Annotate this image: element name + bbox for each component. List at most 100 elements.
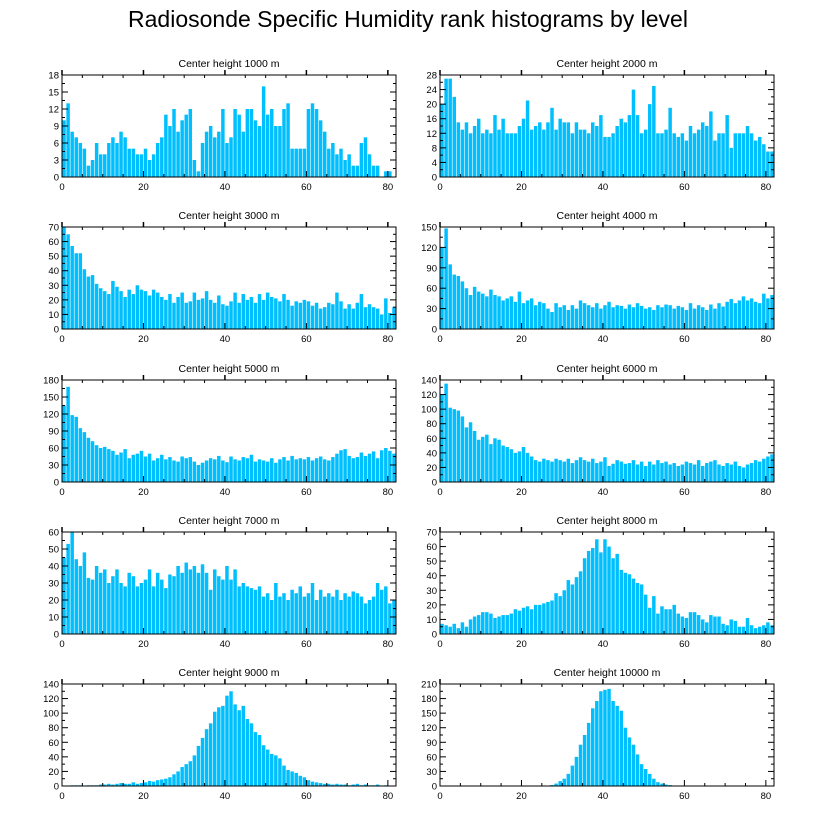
bar <box>672 463 676 482</box>
bar <box>546 308 550 329</box>
x-tick-label: 80 <box>761 639 772 650</box>
bar <box>623 463 628 482</box>
y-tick-label: 0 <box>54 173 59 184</box>
bar <box>233 704 237 786</box>
bar <box>696 615 701 634</box>
bar <box>184 764 188 786</box>
bar <box>380 314 384 329</box>
bar <box>664 784 668 786</box>
bar <box>184 562 188 634</box>
bar <box>351 458 355 482</box>
x-tick-label: 20 <box>138 791 149 802</box>
panel-title: Center height 4000 m <box>557 210 658 222</box>
bar <box>107 143 111 177</box>
bar <box>98 572 103 634</box>
bar <box>318 589 323 634</box>
bar <box>615 126 619 177</box>
bar <box>302 777 307 786</box>
bar <box>286 103 290 177</box>
bar <box>151 460 156 482</box>
bar <box>327 302 331 329</box>
bar <box>753 140 758 177</box>
bar <box>343 449 347 482</box>
bar <box>339 148 343 177</box>
bar <box>204 131 209 177</box>
bar <box>725 115 729 177</box>
y-tick-label: 50 <box>426 557 437 568</box>
bar <box>745 617 750 634</box>
bar <box>274 126 278 177</box>
bar <box>265 292 270 329</box>
bar <box>680 464 685 482</box>
bar <box>107 583 111 634</box>
bar <box>78 566 83 634</box>
bar <box>286 299 290 329</box>
bar <box>595 303 599 329</box>
bar <box>493 617 497 634</box>
bar <box>770 295 774 329</box>
bar <box>570 765 575 786</box>
bar <box>172 302 176 329</box>
bar <box>237 460 241 482</box>
bar <box>460 129 465 177</box>
bar <box>688 463 693 482</box>
bar <box>233 569 237 634</box>
bar <box>257 294 262 329</box>
bar <box>766 456 770 482</box>
y-tick-label: 60 <box>426 752 437 763</box>
bar <box>652 464 656 482</box>
bar <box>607 136 611 177</box>
x-tick-label: 60 <box>301 182 312 193</box>
bar <box>456 410 461 482</box>
bar <box>253 302 258 329</box>
bar <box>680 616 685 634</box>
bar <box>733 303 738 329</box>
y-tick-label: 9 <box>54 122 59 133</box>
bar <box>725 625 729 634</box>
y-tick-label: 8 <box>432 143 437 154</box>
bar <box>331 143 335 177</box>
bar <box>82 432 87 482</box>
bar <box>452 409 456 482</box>
bar <box>737 626 742 634</box>
bar <box>270 458 274 482</box>
bar <box>574 756 579 786</box>
bar <box>550 107 554 177</box>
bar <box>464 122 469 177</box>
bar <box>729 147 733 177</box>
bar <box>619 710 623 786</box>
bar <box>513 609 518 634</box>
bar <box>513 452 518 482</box>
bar <box>472 126 477 177</box>
bar <box>615 553 619 634</box>
bar <box>700 465 705 482</box>
bar <box>286 769 290 786</box>
bar <box>74 137 78 177</box>
bar <box>82 269 87 329</box>
plot-frame <box>439 683 775 787</box>
bar <box>103 569 107 634</box>
bar <box>74 559 78 634</box>
bar <box>139 783 144 786</box>
bar <box>270 109 274 177</box>
y-tick-label: 10 <box>48 613 59 624</box>
bar <box>363 784 368 786</box>
bar <box>127 783 131 786</box>
bar <box>241 294 245 329</box>
bar <box>103 784 107 786</box>
x-tick-label: 60 <box>301 334 312 345</box>
bar <box>188 301 193 329</box>
bar <box>180 120 184 177</box>
y-tick-label: 120 <box>43 694 59 705</box>
bar <box>131 576 136 634</box>
bar <box>749 625 754 634</box>
bar <box>310 781 315 786</box>
bar <box>196 299 201 329</box>
bar <box>245 299 250 329</box>
bar <box>327 783 331 786</box>
bar <box>501 615 505 634</box>
bar <box>493 438 497 482</box>
bar <box>123 586 127 634</box>
bar <box>331 596 335 634</box>
bar <box>200 564 205 634</box>
